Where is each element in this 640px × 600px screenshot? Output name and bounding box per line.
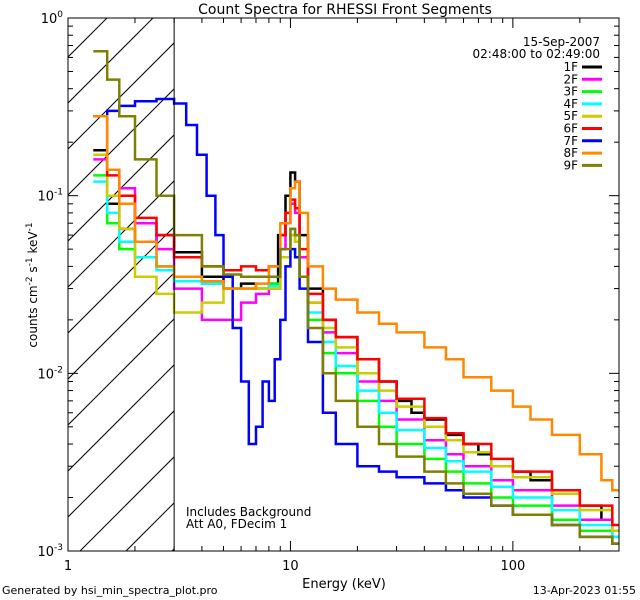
legend-label-3F: 3F bbox=[563, 85, 578, 99]
legend-label-1F: 1F bbox=[563, 60, 578, 74]
axis-ticks: 1 10 100 10-3 10-2 10-1 100 bbox=[37, 10, 620, 574]
chart-title: Count Spectra for RHESSI Front Segments bbox=[198, 2, 492, 18]
hatch-line bbox=[68, 88, 175, 196]
x-tick-label: 1 bbox=[64, 559, 72, 574]
legend-label-2F: 2F bbox=[563, 72, 578, 86]
x-axis-label: Energy (keV) bbox=[302, 577, 386, 592]
series-9F bbox=[93, 49, 619, 545]
legend-label-5F: 5F bbox=[563, 109, 578, 123]
date-label: 15-Sep-2007 bbox=[523, 35, 600, 49]
annotation-attenuator: Att A0, FDecim 1 bbox=[186, 517, 287, 531]
legend-label-6F: 6F bbox=[563, 122, 578, 136]
legend-label-8F: 8F bbox=[563, 146, 578, 160]
hatch-line bbox=[68, 364, 175, 472]
hatch-line bbox=[68, 226, 175, 334]
y-tick-label: 10-3 bbox=[37, 543, 63, 560]
series-group bbox=[93, 49, 619, 545]
y-tick-label: 10-2 bbox=[37, 365, 63, 382]
y-tick-label: 100 bbox=[41, 10, 64, 27]
legend-label-7F: 7F bbox=[563, 134, 578, 148]
y-tick-label: 10-1 bbox=[37, 188, 63, 205]
series-8F bbox=[93, 114, 619, 492]
hatch-line bbox=[68, 18, 154, 104]
legend-label-9F: 9F bbox=[563, 158, 578, 172]
annotation-background: Includes Background bbox=[186, 505, 311, 519]
hatch-line bbox=[68, 272, 175, 380]
y-axis-label: counts cm-2 s-1 keV-1 bbox=[25, 222, 40, 347]
plot-frame bbox=[67, 17, 620, 552]
attenuator-hatch-region bbox=[68, 18, 175, 551]
hatch-line bbox=[68, 42, 175, 150]
hatch-line bbox=[79, 456, 175, 551]
series-7F bbox=[93, 97, 619, 545]
time-range-label: 02:48:00 to 02:49:00 bbox=[473, 47, 600, 61]
hatch-line bbox=[68, 318, 175, 426]
x-tick-label: 10 bbox=[282, 559, 299, 574]
hatch-line bbox=[68, 410, 175, 518]
footer-generated-by: Generated by hsi_min_spectra_plot.pro bbox=[2, 584, 218, 597]
hatch-line bbox=[68, 18, 108, 58]
footer-timestamp: 13-Apr-2023 01:55 bbox=[533, 584, 636, 597]
legend-label-4F: 4F bbox=[563, 97, 578, 111]
x-tick-label: 100 bbox=[500, 559, 525, 574]
hatch-line bbox=[68, 180, 175, 288]
